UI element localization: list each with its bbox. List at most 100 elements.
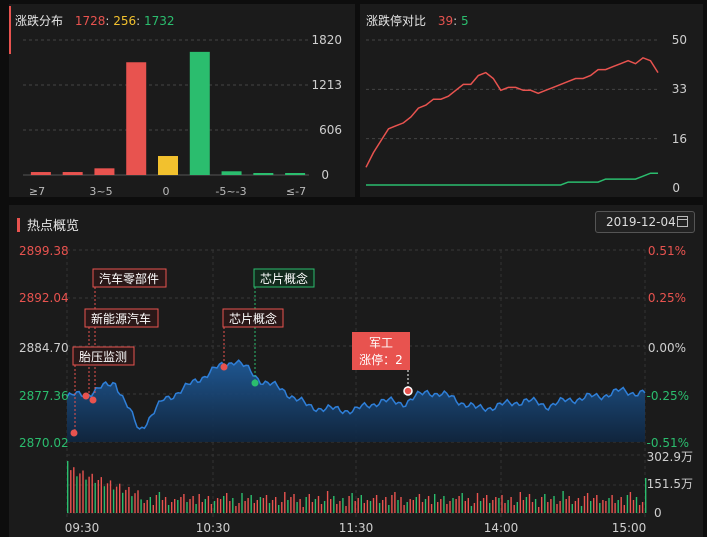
limit-title: 涨跌停对比 39: 5 — [366, 14, 469, 28]
volume-bar — [112, 489, 115, 513]
limit-up-count: 39 — [437, 14, 454, 28]
down-count: 1732 — [144, 14, 175, 28]
volume-bar — [495, 497, 497, 513]
time-tick: 10:30 — [196, 521, 231, 535]
volume-bar — [244, 501, 246, 513]
pct-tick: -0.25% — [647, 389, 689, 403]
volume-bar — [513, 505, 515, 513]
volume-bar — [326, 491, 329, 513]
volume-bar — [507, 500, 509, 513]
date-picker[interactable]: 2019-12-04 — [595, 211, 695, 233]
volume-bar — [330, 499, 332, 513]
volume-bar — [388, 505, 390, 513]
volume-bar — [131, 496, 133, 513]
volume-bar — [580, 506, 583, 513]
up-count: 1728 — [74, 14, 106, 28]
volume-bar — [94, 482, 96, 513]
volume-bar — [629, 492, 632, 513]
time-tick: 09:30 — [65, 521, 100, 535]
volume-bar — [308, 494, 310, 513]
volume-bar — [82, 470, 84, 513]
event-dot[interactable] — [89, 396, 97, 404]
volume-bar — [538, 507, 540, 513]
volume-bar — [593, 498, 595, 513]
event-dot[interactable] — [82, 392, 90, 400]
volume-bar — [183, 494, 185, 513]
volume-bar — [360, 495, 362, 513]
tag-jungong[interactable]: 军工 涨停：2 — [352, 332, 410, 370]
volume-bar — [375, 495, 378, 513]
dist-bar — [94, 168, 115, 175]
volume-bar — [455, 499, 457, 513]
event-dot[interactable] — [251, 379, 259, 387]
volume-bar — [626, 495, 629, 513]
tag-qiche[interactable]: 汽车零部件 — [92, 268, 167, 288]
volume-bar — [501, 495, 503, 513]
volume-bar — [590, 501, 592, 513]
volume-bar — [486, 495, 488, 513]
calendar-icon[interactable] — [677, 216, 688, 227]
volume-bar — [262, 498, 265, 513]
volume-bar — [311, 502, 314, 513]
volume-bar — [323, 501, 326, 513]
tag-qiche-label: 汽车零部件 — [99, 271, 159, 286]
volume-bar — [119, 483, 121, 513]
dist-xtick: ≤-7 — [286, 185, 306, 197]
volume-bar — [268, 503, 271, 513]
tag-xinpian-green[interactable]: 芯片概念 — [253, 268, 315, 288]
intraday-chart: 2899.38 2892.04 2884.70 2877.36 2870.02 … — [19, 244, 693, 535]
volume-bar — [88, 476, 90, 513]
volume-bar — [146, 500, 148, 513]
volume-bar — [79, 473, 81, 513]
volume-bar — [645, 478, 647, 513]
event-dot[interactable] — [220, 363, 228, 371]
volume-bar — [528, 494, 531, 513]
tag-xinnengyuan-label: 新能源汽车 — [91, 311, 151, 326]
volume-bar — [115, 486, 118, 513]
volume-bar — [354, 501, 356, 513]
volume-bar — [314, 499, 317, 513]
tag-xinpian-red-label: 芯片概念 — [229, 311, 277, 326]
price-tick: 2870.02 — [19, 436, 69, 450]
volume-bar — [70, 470, 72, 513]
volume-bar — [605, 501, 607, 513]
dist-bar — [221, 171, 242, 175]
volume-bar — [207, 496, 210, 513]
volume-bar — [164, 497, 167, 513]
volume-bar — [415, 497, 417, 513]
tag-taiya[interactable]: 胎压监测 — [72, 346, 135, 366]
volume-bar — [296, 502, 298, 513]
hotspot-panel: 热点概览 2019-12-04 2899.38 2892.04 2884.70 … — [9, 205, 703, 537]
tag-xinnengyuan[interactable]: 新能源汽车 — [84, 308, 159, 328]
price-tick: 2899.38 — [19, 244, 69, 258]
volume-bar — [192, 496, 194, 513]
volume-bar — [320, 504, 323, 513]
volume-bar — [424, 499, 427, 513]
event-dot[interactable] — [403, 386, 413, 396]
tag-jungong-stat: 涨停：2 — [359, 352, 403, 367]
pct-tick: -0.51% — [647, 436, 689, 450]
tag-xinpian-red[interactable]: 芯片概念 — [222, 308, 284, 328]
volume-bar — [583, 496, 586, 513]
dist-bar — [253, 173, 274, 175]
volume-bar — [265, 495, 268, 513]
volume-bar — [479, 501, 482, 513]
volume-bar — [547, 502, 549, 513]
volume-bar — [464, 501, 466, 513]
price-tick: 2892.04 — [19, 291, 69, 305]
volume-bar — [73, 467, 75, 513]
distribution-panel: 涨跌分布 1728: 256: 1732 1820 1213 606 0 ≥7 … — [9, 4, 355, 197]
event-dot[interactable] — [70, 429, 78, 437]
volume-bar — [161, 500, 164, 513]
pct-tick: 0.25% — [648, 291, 686, 305]
volume-bar — [553, 496, 555, 513]
volume-bar — [510, 497, 512, 513]
volume-bar — [122, 492, 124, 513]
volume-bar — [378, 503, 381, 513]
volume-bar — [357, 498, 359, 513]
volume-bar — [336, 504, 338, 513]
price-tick: 2877.36 — [19, 389, 69, 403]
flat-count: 256 — [113, 14, 137, 28]
price-line — [66, 359, 646, 430]
price-area — [67, 360, 645, 442]
